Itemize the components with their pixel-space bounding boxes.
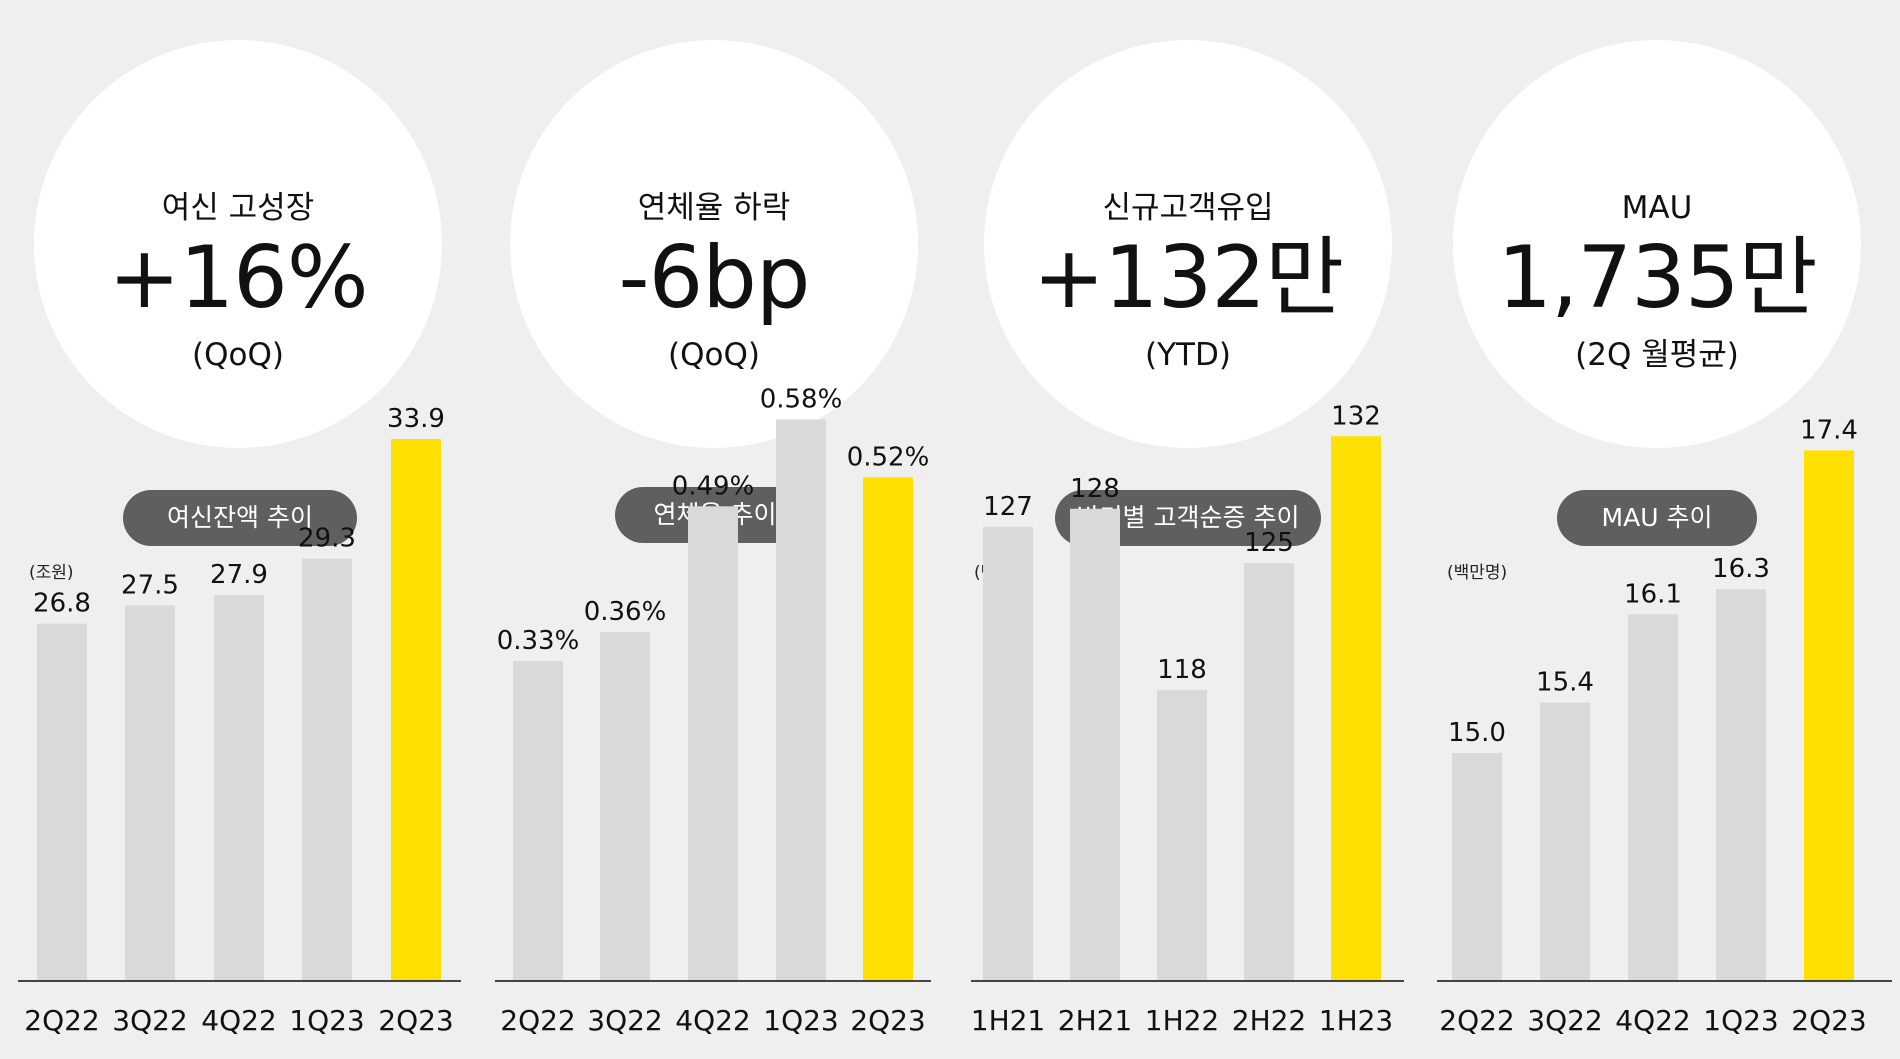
- category-label: 4Q22: [1615, 1004, 1690, 1037]
- data-label: 0.33%: [497, 626, 580, 656]
- category-label: 2Q23: [1791, 1004, 1866, 1037]
- category-label: 4Q22: [201, 1004, 276, 1037]
- category-label: 2H22: [1232, 1004, 1307, 1037]
- bar-1q23: [1716, 589, 1766, 980]
- category-label: 4Q22: [675, 1004, 750, 1037]
- data-label: 0.52%: [847, 442, 930, 472]
- kpi-circle: 여신 고성장 +16% (QoQ): [34, 40, 442, 448]
- bar-2h21: [1070, 508, 1120, 980]
- kpi-circle: 연체율 하락 -6bp (QoQ): [510, 40, 918, 448]
- bar-2q22: [37, 623, 87, 980]
- bar-3q22: [125, 605, 175, 980]
- category-label: 1Q23: [763, 1004, 838, 1037]
- panel-delinquency: 연체율 하락 -6bp (QoQ) 연체율 추이 0.33%2Q220.36%3…: [475, 0, 950, 1059]
- category-label: 1Q23: [1703, 1004, 1778, 1037]
- data-label: 0.58%: [760, 384, 843, 414]
- data-label: 17.4: [1800, 415, 1858, 445]
- data-label: 29.3: [298, 524, 356, 554]
- unit-label: (조원): [29, 563, 74, 583]
- category-label: 1H23: [1319, 1004, 1394, 1037]
- kpi-label: MAU: [1621, 190, 1693, 226]
- panel-loan-balance: 여신 고성장 +16% (QoQ) 여신잔액 추이 (조원) 26.8 2Q22 2…: [0, 0, 475, 1059]
- bar-4q22: [1628, 614, 1678, 980]
- category-label: 2Q22: [1439, 1004, 1514, 1037]
- data-label: 15.4: [1536, 668, 1594, 698]
- data-label: 27.9: [210, 560, 268, 590]
- category-label: 3Q22: [587, 1004, 662, 1037]
- kpi-value: -6bp: [618, 228, 811, 328]
- category-label: 1Q23: [289, 1004, 364, 1037]
- chart-title-pill: 여신잔액 추이: [123, 490, 357, 546]
- category-label: 2Q23: [378, 1004, 453, 1037]
- data-label: 132: [1331, 401, 1381, 431]
- panel-new-customers: 신규고객유입 +132만 (YTD) 반기별 고객순증 추이 (만명) 1271…: [950, 0, 1425, 1059]
- bar-chart: 26.8 2Q22 27.5 3Q22 27.9 4Q22 29.3 1Q23 33.9 2Q23: [18, 404, 461, 1037]
- data-label: 0.49%: [672, 471, 755, 501]
- bar-chart: 0.33% 2Q22 0.36% 3Q22 0.49% 4Q22 0.58% 1Q23 0.52…: [495, 384, 931, 1037]
- data-label: 125: [1244, 528, 1294, 558]
- data-label: 127: [983, 492, 1033, 522]
- bar-3q22: [1540, 702, 1590, 980]
- bar-2h22: [1244, 563, 1294, 980]
- bar-4q22: [214, 595, 264, 980]
- bar-2q22: [1452, 753, 1502, 980]
- category-label: 2Q22: [500, 1004, 575, 1037]
- bar-4q22: [688, 506, 738, 980]
- data-label: 128: [1070, 474, 1120, 504]
- category-label: 2Q23: [850, 1004, 925, 1037]
- bar-chart: 15.0 2Q22 15.4 3Q22 16.1 4Q22 16.3 1Q23 17.4 2Q23: [1437, 415, 1892, 1037]
- category-label: 2H21: [1058, 1004, 1133, 1037]
- category-label: 2Q22: [24, 1004, 99, 1037]
- bar-1q23: [776, 419, 826, 980]
- kpi-sub: (YTD): [1145, 337, 1231, 373]
- data-label: 33.9: [387, 404, 445, 434]
- kpi-value: +132만: [1032, 228, 1344, 328]
- kpi-value: 1,735만: [1497, 228, 1817, 328]
- kpi-sub: (QoQ): [668, 337, 760, 373]
- category-label: 1H21: [971, 1004, 1046, 1037]
- chart-title-pill: MAU 추이: [1557, 490, 1757, 546]
- bar-1h22: [1157, 690, 1207, 980]
- panel-mau: MAU 1,735만 (2Q 월평균) MAU 추이 (백만명) 15.0 2Q2…: [1425, 0, 1900, 1059]
- category-label: 3Q22: [1527, 1004, 1602, 1037]
- bar-3q22: [600, 632, 650, 980]
- category-label: 1H22: [1145, 1004, 1220, 1037]
- bar-chart: 127 1H21 128 2H21 118 1H22 125 2H22 132 1H23: [971, 401, 1404, 1037]
- data-label: 118: [1157, 655, 1207, 685]
- data-label: 26.8: [33, 589, 91, 619]
- bar-2q23: [863, 477, 913, 980]
- kpi-label: 연체율 하락: [637, 190, 791, 226]
- kpi-circle: MAU 1,735만 (2Q 월평균): [1453, 40, 1861, 448]
- kpi-sub: (QoQ): [192, 337, 284, 373]
- kpi-sub: (2Q 월평균): [1575, 337, 1739, 373]
- bar-1h23: [1331, 436, 1381, 980]
- bar-1q23: [302, 558, 352, 980]
- data-label: 27.5: [121, 570, 179, 600]
- data-label: 16.1: [1624, 579, 1682, 609]
- kpi-label: 여신 고성장: [161, 190, 315, 226]
- kpi-circle: 신규고객유입 +132만 (YTD): [984, 40, 1392, 448]
- unit-label: (백만명): [1447, 563, 1508, 583]
- bar-1h21: [983, 526, 1033, 980]
- data-label: 15.0: [1448, 718, 1506, 748]
- category-label: 3Q22: [112, 1004, 187, 1037]
- bar-2q23: [391, 439, 441, 981]
- kpi-label: 신규고객유입: [1102, 190, 1274, 226]
- bar-2q22: [513, 661, 563, 980]
- data-label: 16.3: [1712, 554, 1770, 584]
- kpi-value: +16%: [108, 228, 368, 328]
- data-label: 0.36%: [584, 597, 667, 627]
- bar-2q23: [1804, 450, 1854, 980]
